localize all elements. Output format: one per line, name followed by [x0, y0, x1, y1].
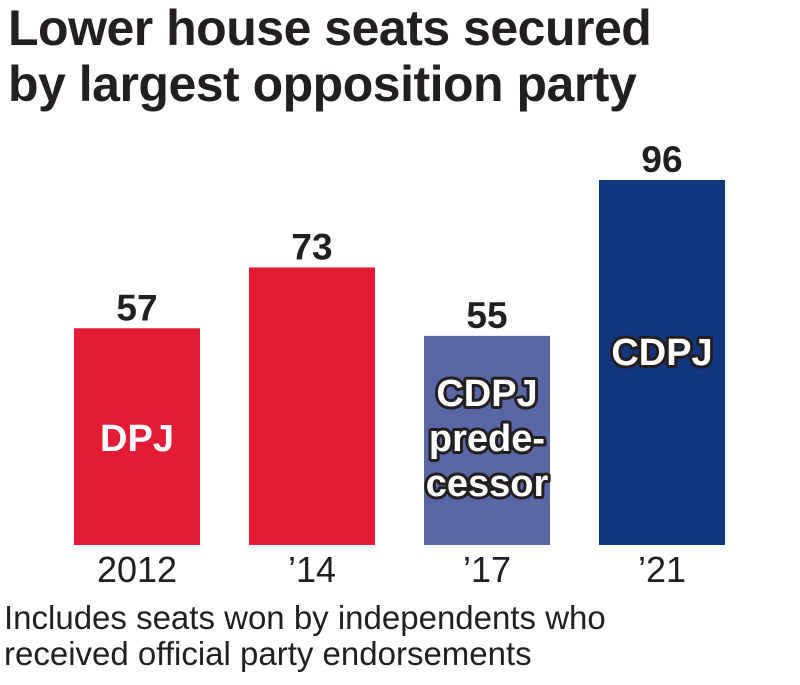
category-label: 2012	[97, 549, 177, 590]
category-label: ’17	[463, 549, 511, 590]
bar-party-label: cessor	[426, 463, 549, 505]
bar-party-label: prede-	[429, 418, 545, 460]
category-label: ’21	[638, 549, 686, 590]
bar	[424, 335, 550, 545]
chart-title-line-1: Lower house seats secured	[8, 0, 652, 56]
footnote-line-1: Includes seats won by independents who	[4, 599, 606, 636]
bar-value-label: 55	[466, 295, 507, 336]
footnote: Includes seats won by independents who r…	[4, 600, 794, 672]
bar	[249, 267, 375, 545]
bar-party-label: DPJ	[100, 418, 174, 460]
footnote-line-2: received official party endorsements	[4, 635, 532, 672]
bar	[74, 328, 200, 545]
chart-title: Lower house seats secured by largest opp…	[8, 0, 798, 112]
bar-group-3: 96 ’21 CDPJ	[599, 139, 725, 590]
bar-party-label: CDPJ	[611, 332, 712, 374]
bar-party-label: CDPJ	[436, 373, 537, 415]
bar-value-label: 73	[291, 226, 332, 267]
chart-title-line-2: by largest opposition party	[8, 56, 637, 112]
category-label: ’14	[288, 549, 336, 590]
bar	[599, 180, 725, 545]
bar-group-1: 73 ’14	[249, 226, 375, 590]
bar-value-label: 57	[116, 287, 157, 328]
bar-value-label: 96	[641, 139, 682, 180]
bar-group-0: 57 2012 DPJ	[74, 287, 200, 590]
bar-chart: 572012DPJ73’1455’17CDPJprede-cessor96’21…	[74, 139, 725, 590]
